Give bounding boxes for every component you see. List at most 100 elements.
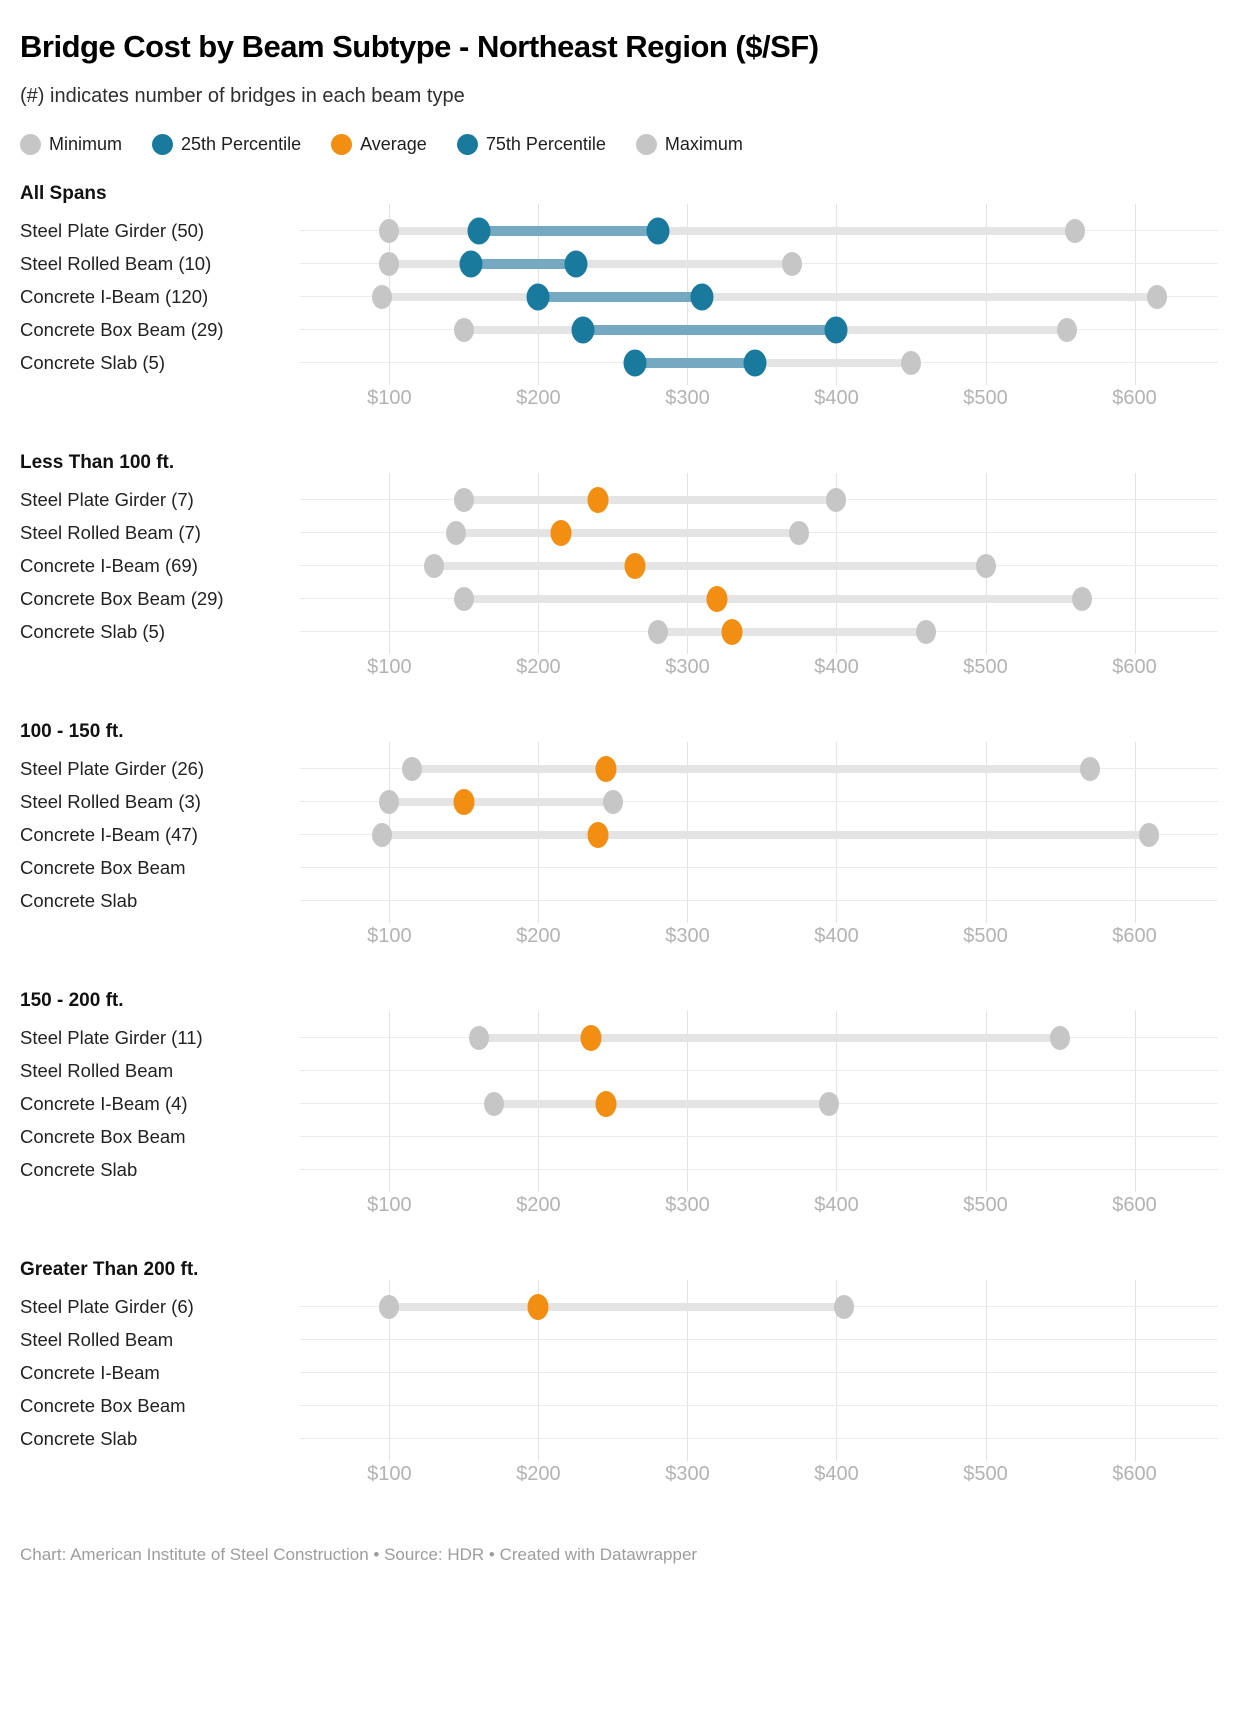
minimum-dot[interactable]	[647, 619, 668, 644]
range-line	[478, 1033, 1061, 1042]
average-dot[interactable]	[527, 1293, 549, 1320]
average-dot[interactable]	[624, 552, 646, 579]
maximum-dot[interactable]	[819, 1091, 840, 1116]
chart-row: Concrete Slab	[20, 884, 1218, 917]
range-line	[389, 797, 613, 806]
row-plot	[300, 1356, 1218, 1389]
gridline	[985, 1280, 987, 1462]
row-label: Steel Rolled Beam (7)	[20, 521, 201, 543]
maximum-dot[interactable]	[1146, 284, 1167, 309]
range-line	[463, 495, 837, 504]
minimum-dot[interactable]	[483, 1091, 504, 1116]
average-dot[interactable]	[550, 519, 572, 546]
chart-row: Concrete Box Beam	[20, 851, 1218, 884]
row-label: Concrete Box Beam	[20, 1394, 186, 1416]
iqr-bar	[635, 357, 755, 368]
row-plot	[300, 346, 1218, 379]
chart-row: Steel Plate Girder (11)	[20, 1021, 1218, 1054]
average-dot[interactable]	[453, 788, 475, 815]
row-plot	[300, 1120, 1218, 1153]
chart-row: Concrete I-Beam (69)	[20, 549, 1218, 582]
minimum-dot[interactable]	[453, 586, 474, 611]
chart-row: Steel Plate Girder (50)	[20, 214, 1218, 247]
minimum-dot[interactable]	[453, 317, 474, 342]
axis-tick-label: $500	[963, 656, 1008, 679]
maximum-dot[interactable]	[1050, 1025, 1071, 1050]
legend: Minimum 25th Percentile Average 75th Percen…	[20, 134, 1218, 156]
row-plot	[300, 1323, 1218, 1356]
iqr-bar	[471, 258, 576, 269]
minimum-dot[interactable]	[379, 218, 400, 243]
gridline	[538, 1280, 540, 1462]
minimum-dot[interactable]	[371, 822, 392, 847]
chart-row: Concrete Box Beam	[20, 1389, 1218, 1422]
p75-dot[interactable]	[824, 316, 848, 344]
average-dot[interactable]	[721, 618, 743, 645]
axis-tick-label: $400	[814, 656, 859, 679]
minimum-dot[interactable]	[379, 251, 400, 276]
chart-row: Steel Plate Girder (6)	[20, 1290, 1218, 1323]
range-line	[635, 358, 911, 367]
average-dot[interactable]	[706, 585, 728, 612]
row-label: Concrete Slab	[20, 1158, 138, 1180]
p75-dot[interactable]	[690, 283, 714, 311]
maximum-dot[interactable]	[789, 520, 810, 545]
row-plot	[300, 752, 1218, 785]
maximum-dot[interactable]	[915, 619, 936, 644]
p25-dot[interactable]	[571, 316, 595, 344]
maximum-dot[interactable]	[781, 251, 802, 276]
minimum-dot[interactable]	[453, 487, 474, 512]
chart-section: 100 - 150 ft. Steel Plate Girder (26) Stee…	[20, 717, 1218, 957]
chart-subtitle: (#) indicates number of bridges in each …	[20, 85, 465, 108]
p25-dot[interactable]	[467, 217, 491, 245]
average-dot[interactable]	[580, 1024, 602, 1051]
average-dot[interactable]	[587, 821, 609, 848]
maximum-dot[interactable]	[1072, 586, 1093, 611]
maximum-dot[interactable]	[901, 350, 921, 375]
minimum-dot[interactable]	[446, 520, 467, 545]
maximum-dot[interactable]	[602, 789, 623, 814]
axis-tick-label: $100	[367, 925, 412, 948]
minimum-dot[interactable]	[379, 1294, 400, 1319]
minimum-dot[interactable]	[379, 789, 400, 814]
minimum-dot[interactable]	[371, 284, 392, 309]
p75-dot[interactable]	[564, 250, 588, 278]
maximum-dot[interactable]	[826, 487, 847, 512]
legend-item-4: Maximum	[635, 134, 743, 156]
row-label: Concrete I-Beam (47)	[20, 823, 198, 845]
p25-dot[interactable]	[526, 283, 550, 311]
p75-dot[interactable]	[646, 217, 670, 245]
p75-dot[interactable]	[743, 349, 767, 377]
p25-dot[interactable]	[623, 349, 647, 377]
axis-tick-label: $400	[814, 1194, 859, 1217]
axis-labels: $100 $200 $300 $400 $500 $600	[300, 648, 1218, 688]
maximum-dot[interactable]	[1139, 822, 1160, 847]
maximum-dot[interactable]	[1079, 756, 1100, 781]
range-line	[434, 561, 986, 570]
range-line	[463, 594, 1083, 603]
section-title: 100 - 150 ft.	[20, 721, 124, 743]
axis-tick-label: $300	[665, 656, 710, 679]
row-plot	[300, 1422, 1218, 1455]
row-label: Steel Plate Girder (6)	[20, 1295, 194, 1317]
gridline	[687, 1280, 689, 1462]
row-plot	[300, 851, 1218, 884]
p25-dot[interactable]	[459, 250, 483, 278]
minimum-dot[interactable]	[401, 756, 422, 781]
average-dot[interactable]	[595, 755, 616, 782]
minimum-dot[interactable]	[468, 1025, 489, 1050]
row-label: Concrete I-Beam	[20, 1361, 160, 1383]
maximum-dot[interactable]	[1057, 317, 1078, 342]
axis-tick-label: $500	[963, 387, 1008, 410]
legend-item-1: 25th Percentile	[152, 134, 301, 156]
axis-tick-label: $400	[814, 1463, 859, 1486]
maximum-dot[interactable]	[975, 553, 996, 578]
section-title: Greater Than 200 ft.	[20, 1259, 199, 1281]
maximum-dot[interactable]	[1064, 218, 1085, 243]
axis-tick-label: $600	[1112, 1194, 1157, 1217]
average-dot[interactable]	[587, 486, 609, 513]
row-plot	[300, 785, 1218, 818]
minimum-dot[interactable]	[424, 553, 445, 578]
maximum-dot[interactable]	[833, 1294, 854, 1319]
average-dot[interactable]	[595, 1090, 616, 1117]
